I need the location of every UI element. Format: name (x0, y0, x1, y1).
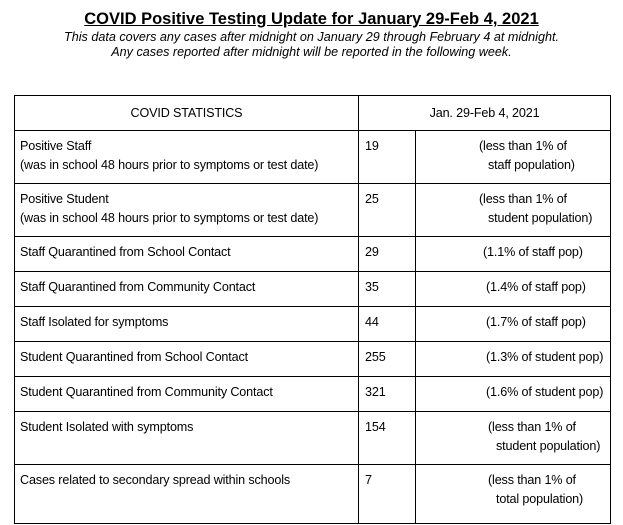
table-row: Cases related to secondary spread within… (14, 464, 611, 524)
row-percent-line1: (1.3% of student pop) (486, 350, 604, 364)
row-percent-line2: student population) (496, 439, 601, 453)
row-percent: (less than 1% of student population) (415, 411, 611, 465)
row-label-main: Positive Staff (20, 139, 92, 153)
row-label: Staff Isolated for symptoms (14, 306, 359, 342)
row-percent-line1: (1.4% of staff pop) (486, 280, 586, 294)
row-percent: (1.3% of student pop) (415, 341, 611, 377)
row-label: Positive Staff (was in school 48 hours p… (14, 130, 359, 184)
row-label: Staff Quarantined from School Contact (14, 236, 359, 272)
row-count: 255 (358, 341, 416, 377)
row-label-note: (was in school 48 hours prior to symptom… (20, 211, 319, 225)
header-date-range: Jan. 29-Feb 4, 2021 (358, 95, 611, 131)
row-percent-line2: student population) (488, 211, 593, 225)
row-label-note: (was in school 48 hours prior to symptom… (20, 158, 319, 172)
row-label: Positive Student (was in school 48 hours… (14, 183, 359, 237)
row-percent: (less than 1% of total population) (415, 464, 611, 524)
covid-statistics-table: COVID STATISTICS Jan. 29-Feb 4, 2021 Pos… (14, 95, 611, 524)
table-row: Staff Quarantined from Community Contact… (14, 271, 611, 307)
row-label-main: Positive Student (20, 192, 109, 206)
row-percent-line1: (less than 1% of (488, 420, 576, 434)
row-percent: (1.4% of staff pop) (415, 271, 611, 307)
row-percent-line1: (1.6% of student pop) (486, 385, 604, 399)
table-header-row: COVID STATISTICS Jan. 29-Feb 4, 2021 (14, 95, 611, 131)
row-count: 44 (358, 306, 416, 342)
subtitle-line-2: Any cases reported after midnight will b… (111, 45, 512, 59)
row-percent-line1: (1.7% of staff pop) (486, 315, 586, 329)
row-count: 7 (358, 464, 416, 524)
row-percent-line2: total population) (496, 492, 584, 506)
row-count: 154 (358, 411, 416, 465)
row-label: Student Quarantined from School Contact (14, 341, 359, 377)
row-percent: (less than 1% of staff population) (415, 130, 611, 184)
subtitle-line-1: This data covers any cases after midnigh… (64, 30, 559, 44)
row-percent: (1.1% of staff pop) (415, 236, 611, 272)
row-count: 29 (358, 236, 416, 272)
document-header: COVID Positive Testing Update for Januar… (0, 9, 623, 60)
header-covid-statistics: COVID STATISTICS (14, 95, 359, 131)
row-label: Cases related to secondary spread within… (14, 464, 359, 524)
row-count: 25 (358, 183, 416, 237)
row-label: Staff Quarantined from Community Contact (14, 271, 359, 307)
row-count: 35 (358, 271, 416, 307)
table-row: Staff Quarantined from School Contact 29… (14, 236, 611, 272)
row-percent-line1: (less than 1% of (479, 192, 567, 206)
table-row: Staff Isolated for symptoms 44 (1.7% of … (14, 306, 611, 342)
row-count: 321 (358, 376, 416, 412)
table-row: Student Quarantined from School Contact … (14, 341, 611, 377)
document-title: COVID Positive Testing Update for Januar… (84, 10, 539, 28)
row-percent-line2: staff population) (488, 158, 575, 172)
row-label: Student Isolated with symptoms (14, 411, 359, 465)
table-row: Positive Student (was in school 48 hours… (14, 183, 611, 237)
table-row: Positive Staff (was in school 48 hours p… (14, 130, 611, 184)
row-percent: (less than 1% of student population) (415, 183, 611, 237)
row-count: 19 (358, 130, 416, 184)
row-percent: (1.7% of staff pop) (415, 306, 611, 342)
row-percent-line1: (1.1% of staff pop) (483, 245, 583, 259)
row-label: Student Quarantined from Community Conta… (14, 376, 359, 412)
table-row: Student Quarantined from Community Conta… (14, 376, 611, 412)
row-percent: (1.6% of student pop) (415, 376, 611, 412)
row-percent-line1: (less than 1% of (488, 473, 576, 487)
table-row: Student Isolated with symptoms 154 (less… (14, 411, 611, 465)
row-percent-line1: (less than 1% of (479, 139, 567, 153)
